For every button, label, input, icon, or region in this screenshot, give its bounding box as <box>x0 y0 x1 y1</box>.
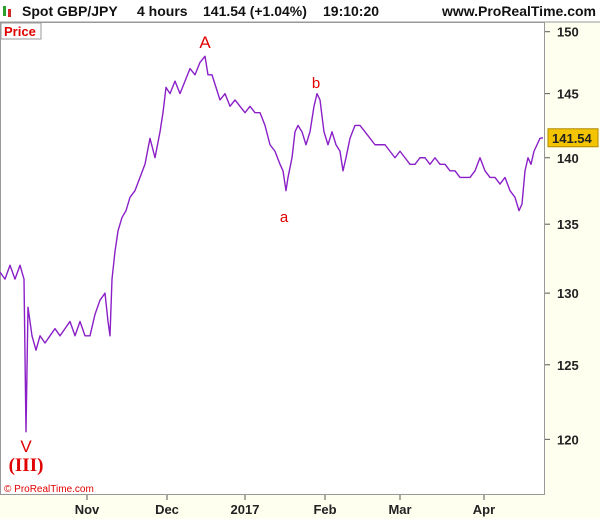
icon <box>3 6 6 16</box>
x-tick-label: Feb <box>313 502 336 517</box>
x-tick-label: Dec <box>155 502 179 517</box>
x-axis-area <box>0 495 545 519</box>
annotation: A <box>199 33 211 52</box>
x-tick-label: Nov <box>75 502 100 517</box>
icon <box>8 9 11 17</box>
panel-label-box <box>0 22 42 40</box>
header-site: www.ProRealTime.com <box>441 3 596 19</box>
annotation: V <box>20 437 32 456</box>
y-tick-label: 140 <box>557 151 579 166</box>
y-tick-label: 120 <box>557 432 579 447</box>
price-line <box>0 55 544 433</box>
x-tick-label: 2017 <box>231 502 260 517</box>
y-tick-label: 135 <box>557 217 579 232</box>
panel-label: Price <box>4 24 36 39</box>
header-period: 4 hours <box>137 3 188 19</box>
y-tick-label: 125 <box>557 358 579 373</box>
x-tick-label: Mar <box>388 502 411 517</box>
y-tick-label: 130 <box>557 286 579 301</box>
copyright: © ProRealTime.com <box>4 484 94 495</box>
x-tick-label: Apr <box>473 502 495 517</box>
y-tick-label: 150 <box>557 25 579 40</box>
y-tick-label: 145 <box>557 87 579 102</box>
plot <box>0 55 544 433</box>
last-price-label: 141.54 <box>552 131 593 146</box>
y-axis-area <box>545 22 600 519</box>
header-price: 141.54 (+1.04%) <box>203 3 307 19</box>
annotation: b <box>312 75 320 92</box>
annotation: (III) <box>9 455 44 476</box>
header-symbol: Spot GBP/JPY <box>22 3 118 19</box>
annotation: a <box>280 209 289 226</box>
header-time: 19:10:20 <box>323 3 379 19</box>
last-price-box <box>547 128 599 148</box>
